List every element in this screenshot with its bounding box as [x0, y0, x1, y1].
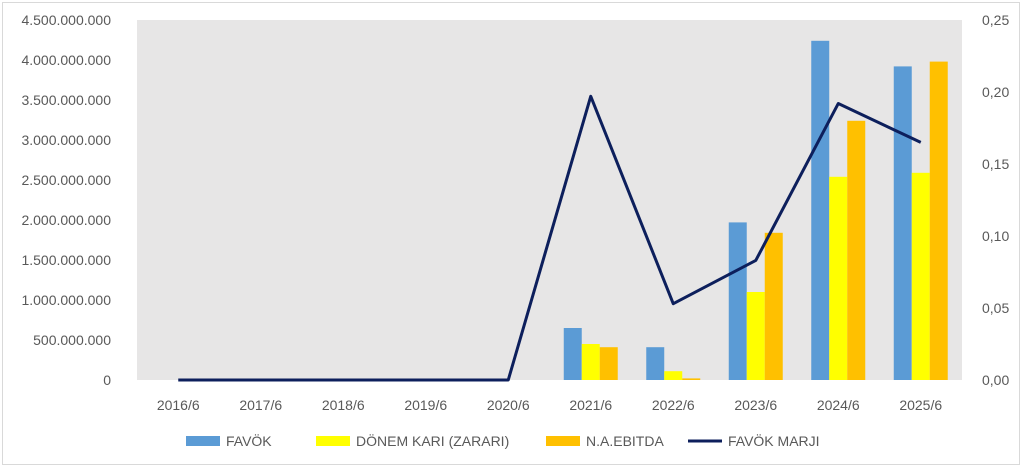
x-axis-tick-label: 2017/6 [239, 397, 282, 413]
bar [664, 371, 683, 380]
x-axis-tick-label: 2023/6 [734, 397, 777, 413]
left-axis-tick-label: 3.500.000.000 [21, 92, 111, 108]
left-axis-tick-label: 1.500.000.000 [21, 252, 111, 268]
bar [646, 347, 665, 380]
right-axis-tick-label: 0,25 [982, 12, 1009, 28]
left-axis-tick-label: 4.000.000.000 [21, 52, 111, 68]
legend-label: DÖNEM KARI (ZARARI) [356, 432, 509, 449]
left-axis-tick-label: 3.000.000.000 [21, 132, 111, 148]
bar [911, 172, 930, 380]
left-axis-tick-label: 0 [103, 372, 111, 388]
bar [929, 61, 948, 380]
bar [829, 176, 848, 380]
right-axis-tick-label: 0,20 [982, 84, 1009, 100]
x-axis-tick-label: 2020/6 [487, 397, 530, 413]
bar [728, 222, 747, 380]
legend-swatch [316, 436, 350, 446]
bar [764, 232, 783, 380]
bar [746, 292, 765, 380]
legend-swatch [186, 436, 220, 446]
left-axis-tick-label: 500.000.000 [33, 332, 111, 348]
x-axis-tick-label: 2018/6 [322, 397, 365, 413]
right-axis-tick-label: 0,10 [982, 228, 1009, 244]
left-axis-tick-label: 2.000.000.000 [21, 212, 111, 228]
bar [811, 40, 830, 381]
left-axis-tick-label: 1.000.000.000 [21, 292, 111, 308]
bar [847, 120, 866, 381]
bar [581, 344, 600, 380]
legend-swatch [546, 436, 580, 446]
bar [893, 66, 912, 381]
x-axis-tick-label: 2021/6 [569, 397, 612, 413]
right-axis-tick-label: 0,15 [982, 156, 1009, 172]
right-axis-tick-label: 0,00 [982, 372, 1009, 388]
x-axis-tick-label: 2024/6 [817, 397, 860, 413]
line-series-favok-marji [178, 94, 922, 382]
left-axis-tick-label: 2.500.000.000 [21, 172, 111, 188]
legend-label: N.A.EBITDA [586, 433, 664, 449]
x-axis-tick-label: 2025/6 [899, 397, 942, 413]
legend-label: FAVÖK [226, 432, 272, 449]
right-axis-tick-label: 0,05 [982, 300, 1009, 316]
bar [599, 347, 618, 380]
bar [682, 378, 701, 380]
x-axis-tick-label: 2016/6 [157, 397, 200, 413]
bar [563, 328, 582, 380]
left-axis-tick-label: 4.500.000.000 [21, 12, 111, 28]
legend-label: FAVÖK MARJI [728, 432, 820, 449]
x-axis-tick-label: 2019/6 [404, 397, 447, 413]
x-axis-tick-label: 2022/6 [652, 397, 695, 413]
